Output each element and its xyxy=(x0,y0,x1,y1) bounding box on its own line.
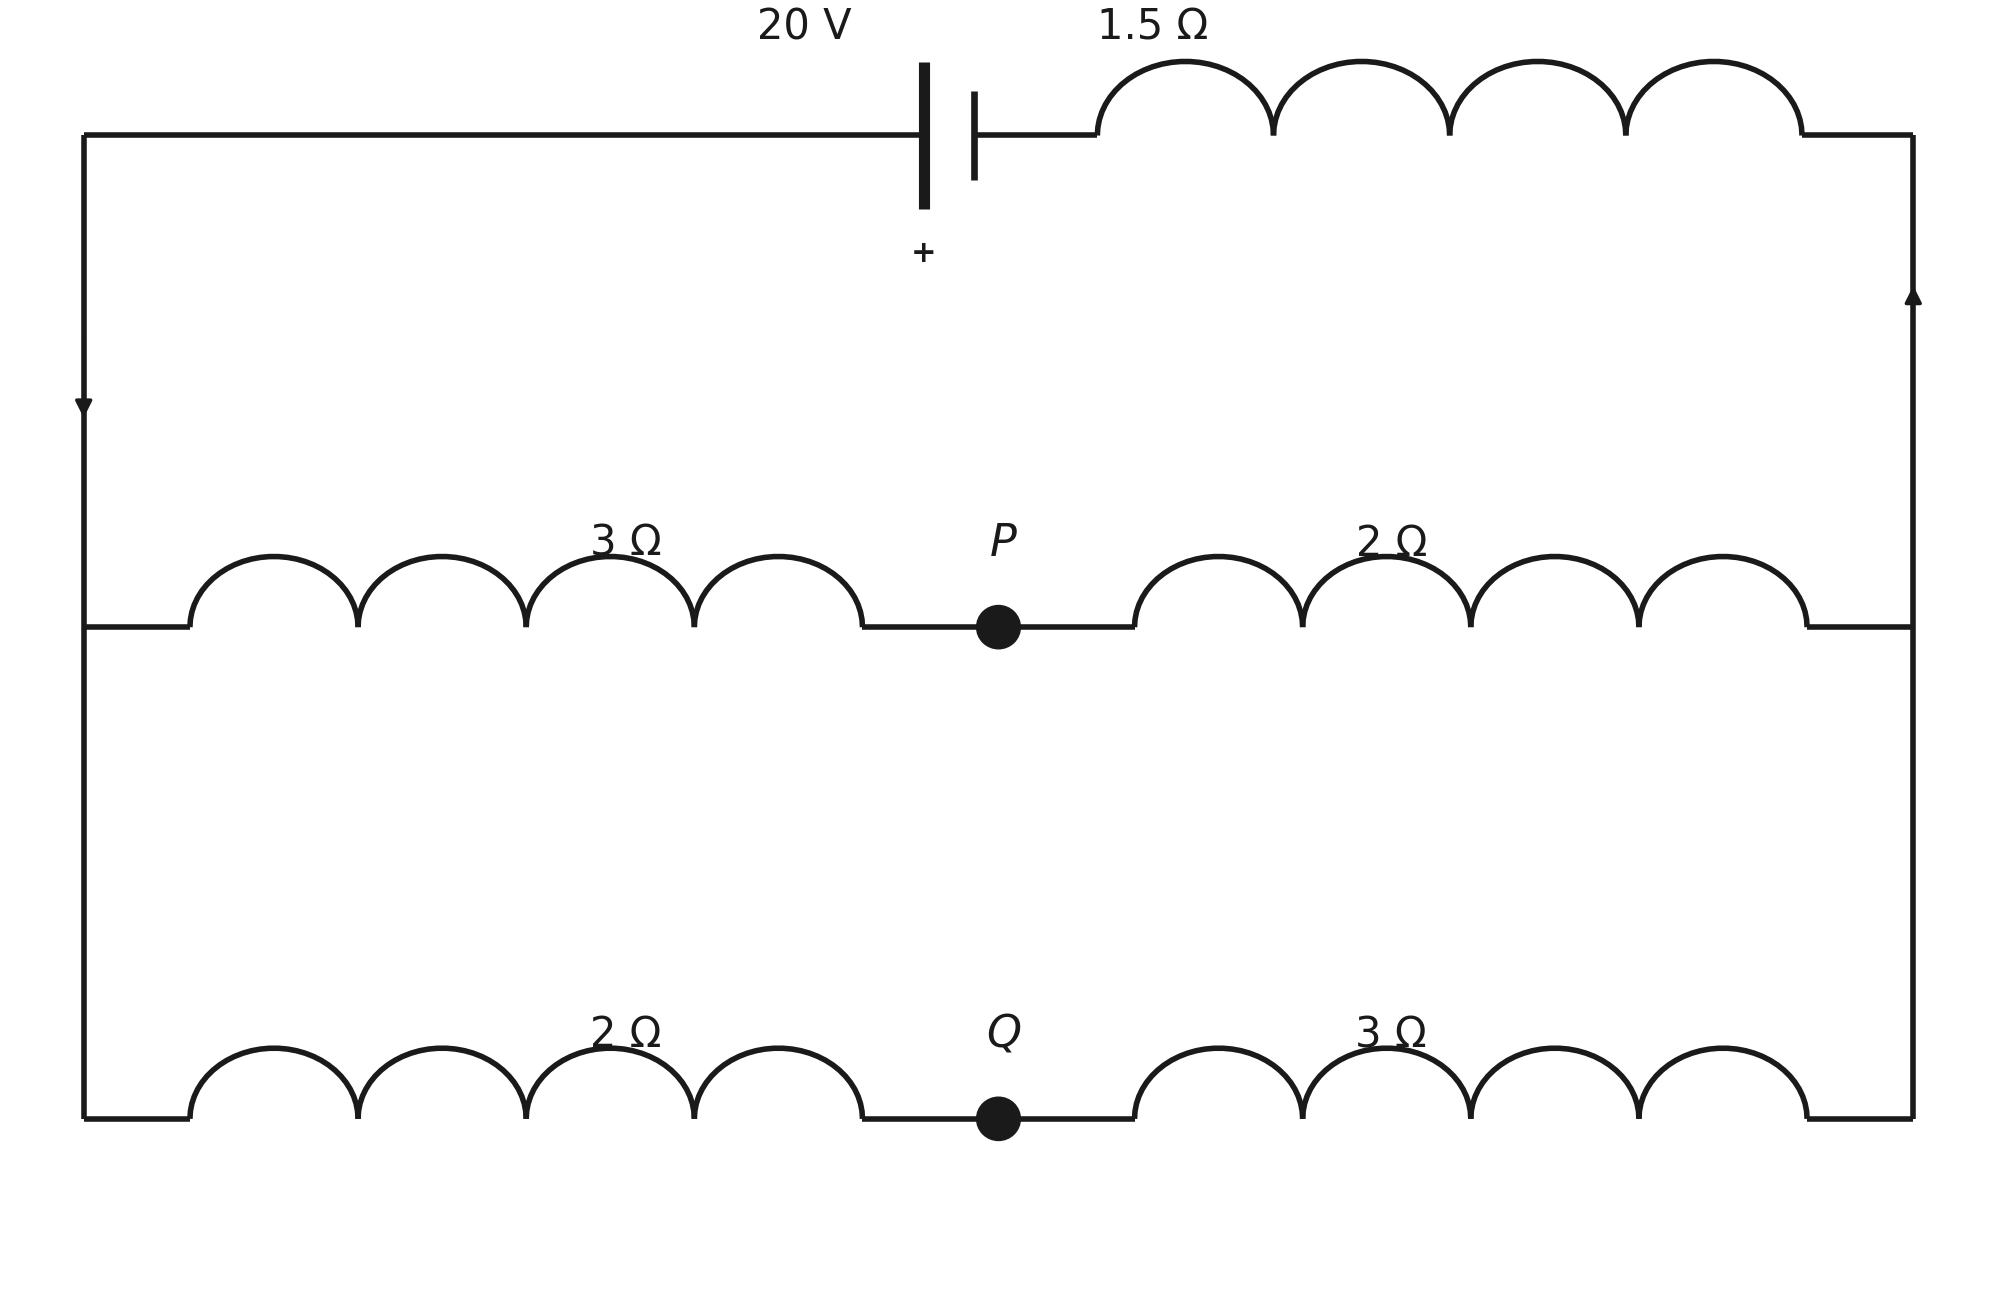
Circle shape xyxy=(977,1097,1020,1140)
Text: 3 Ω: 3 Ω xyxy=(1356,1014,1428,1056)
Text: +: + xyxy=(911,239,937,268)
Text: 20 V: 20 V xyxy=(757,6,853,48)
Text: P: P xyxy=(991,523,1016,566)
Text: Q: Q xyxy=(987,1014,1020,1057)
Circle shape xyxy=(977,606,1020,649)
Text: 3 Ω: 3 Ω xyxy=(589,523,661,564)
Text: 1.5 Ω: 1.5 Ω xyxy=(1096,6,1208,48)
Text: 2 Ω: 2 Ω xyxy=(1356,523,1428,564)
Text: 2 Ω: 2 Ω xyxy=(589,1014,661,1056)
